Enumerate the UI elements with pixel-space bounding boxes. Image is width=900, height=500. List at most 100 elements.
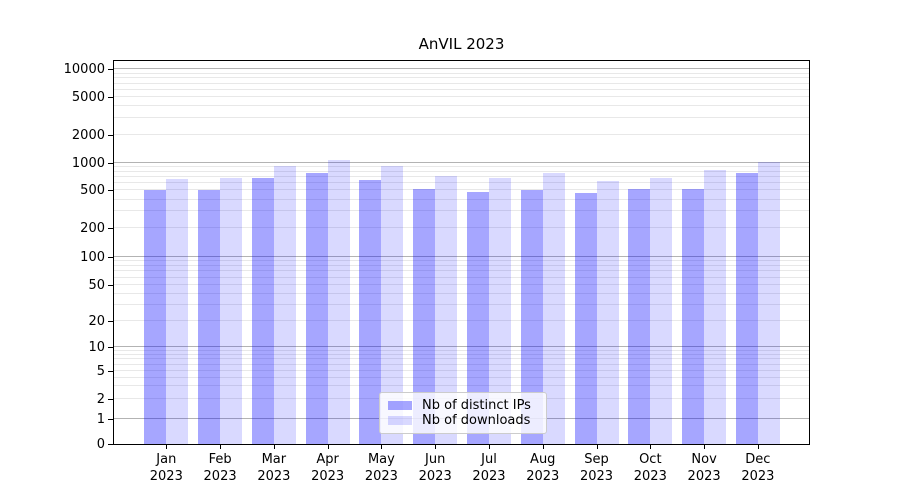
- y-tick-mark: [108, 227, 113, 229]
- y-tick-label: 1000: [71, 155, 105, 171]
- x-tick-mark: [488, 445, 490, 449]
- bar-downloads-jul: [488, 177, 511, 444]
- bar-downloads-mar: [273, 166, 296, 444]
- bar-downloads-jan: [166, 179, 189, 444]
- gridline: [114, 117, 809, 119]
- x-tick-mark: [704, 445, 706, 449]
- gridline: [114, 385, 809, 387]
- y-tick-label: 500: [80, 183, 105, 199]
- y-tick-mark: [108, 444, 113, 445]
- bar-distinct-ips-aug: [520, 190, 543, 444]
- x-tick-label-oct: Oct 2023: [633, 452, 667, 484]
- x-tick-label-nov: Nov 2023: [687, 452, 721, 484]
- bar-distinct-ips-may: [359, 179, 382, 444]
- gridline: [114, 353, 809, 355]
- gridline: [114, 270, 809, 272]
- bar-distinct-ips-feb: [198, 190, 221, 444]
- gridline: [114, 68, 809, 70]
- x-tick-mark: [596, 445, 598, 449]
- bar-downloads-dec: [757, 161, 780, 444]
- y-tick-mark: [108, 320, 113, 322]
- gridline: [114, 133, 809, 135]
- y-tick-label: 5: [96, 363, 105, 379]
- legend-label-downloads: Nb of downloads: [422, 413, 531, 428]
- plot-area: Nb of distinct IPs Nb of downloads: [113, 60, 810, 445]
- bar-downloads-sep: [596, 180, 619, 444]
- chart-title: AnVIL 2023: [418, 35, 505, 53]
- y-tick-mark: [108, 190, 113, 192]
- x-tick-mark: [220, 445, 222, 449]
- bar-distinct-ips-jul: [466, 191, 489, 444]
- x-tick-label-dec: Dec 2023: [741, 452, 775, 484]
- gridline: [114, 96, 809, 98]
- bar-distinct-ips-dec: [735, 172, 758, 444]
- y-tick-mark: [108, 418, 113, 420]
- legend-swatch-downloads: [388, 416, 412, 425]
- gridline: [114, 319, 809, 321]
- bar-distinct-ips-mar: [251, 178, 274, 444]
- x-tick-label-jul: Jul 2023: [472, 452, 506, 484]
- y-tick-label: 0: [96, 437, 105, 452]
- y-tick-mark: [108, 284, 113, 286]
- x-tick-label-may: May 2023: [364, 452, 398, 484]
- y-tick-label: 2: [96, 391, 105, 407]
- bar-downloads-jun: [435, 175, 458, 444]
- y-tick-label: 200: [80, 220, 105, 236]
- x-tick-label-sep: Sep 2023: [579, 452, 614, 484]
- bar-distinct-ips-apr: [305, 172, 328, 444]
- bar-downloads-feb: [220, 177, 243, 444]
- gridline: [114, 303, 809, 305]
- gridline: [114, 283, 809, 285]
- x-tick-label-jun: Jun 2023: [418, 452, 452, 484]
- x-tick-mark: [327, 445, 329, 449]
- gridline: [114, 363, 809, 365]
- x-tick-mark: [650, 445, 652, 449]
- gridline: [114, 82, 809, 84]
- y-tick-mark: [108, 398, 113, 400]
- x-tick-label-aug: Aug 2023: [526, 452, 560, 484]
- gridline: [114, 346, 809, 348]
- y-tick-mark: [108, 69, 113, 71]
- bar-downloads-aug: [542, 173, 565, 444]
- legend-item-downloads: Nb of downloads: [388, 413, 538, 428]
- x-tick-mark: [757, 445, 759, 449]
- x-tick-mark: [273, 445, 275, 449]
- gridline: [114, 226, 809, 228]
- x-tick-label-apr: Apr 2023: [311, 452, 345, 484]
- y-tick-mark: [108, 162, 113, 164]
- gridline: [114, 358, 809, 360]
- legend: Nb of distinct IPs Nb of downloads: [379, 392, 547, 434]
- x-tick-label-feb: Feb 2023: [203, 452, 237, 484]
- gridline: [114, 170, 809, 172]
- gridline: [114, 260, 809, 262]
- bar-distinct-ips-nov: [682, 189, 705, 444]
- bar-downloads-may: [381, 166, 404, 444]
- x-tick-label-jan: Jan 2023: [149, 452, 183, 484]
- gridline: [114, 189, 809, 191]
- gridline: [114, 105, 809, 107]
- x-tick-label-mar: Mar 2023: [257, 452, 291, 484]
- gridline: [114, 369, 809, 371]
- bar-downloads-nov: [704, 170, 727, 444]
- legend-item-distinct-ips: Nb of distinct IPs: [388, 398, 538, 413]
- y-tick-label: 10000: [63, 62, 105, 78]
- x-tick-mark: [435, 445, 437, 449]
- y-tick-mark: [108, 134, 113, 136]
- gridline: [114, 349, 809, 351]
- y-tick-mark: [108, 256, 113, 258]
- gridline: [114, 376, 809, 378]
- gridline: [114, 89, 809, 91]
- gridline: [114, 198, 809, 200]
- y-tick-label: 50: [88, 277, 105, 293]
- y-tick-label: 10: [88, 340, 105, 356]
- y-tick-label: 100: [80, 249, 105, 265]
- y-tick-label: 2000: [71, 127, 105, 143]
- bar-distinct-ips-jun: [413, 188, 436, 444]
- y-tick-mark: [108, 347, 113, 349]
- y-tick-label: 20: [88, 313, 105, 329]
- bar-distinct-ips-oct: [628, 189, 651, 444]
- bar-distinct-ips-jan: [144, 190, 167, 444]
- x-tick-mark: [542, 445, 544, 449]
- legend-label-distinct-ips: Nb of distinct IPs: [422, 398, 531, 413]
